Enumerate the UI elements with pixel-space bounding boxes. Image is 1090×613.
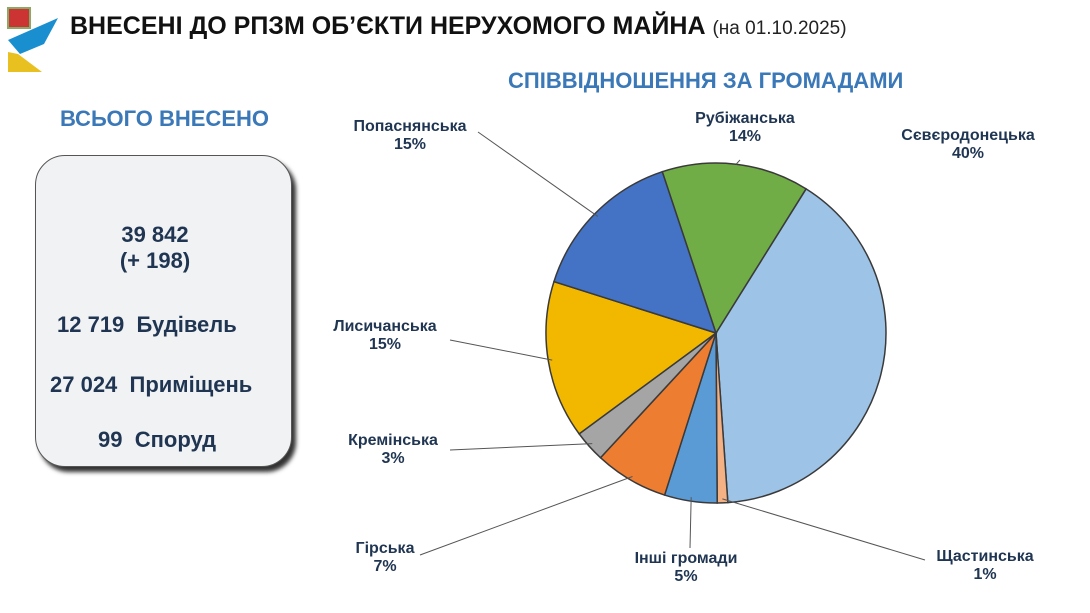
data-label-shchastynska: Щастинська 1% xyxy=(936,548,1034,583)
leader-line xyxy=(477,131,599,217)
total-value: 39 842 xyxy=(121,222,189,247)
leader-line xyxy=(449,443,593,451)
title-date: (на 01.10.2025) xyxy=(712,18,847,39)
leader-line xyxy=(689,497,692,549)
data-label-kreminska: Кремінська 3% xyxy=(348,432,438,467)
pie-slice xyxy=(715,187,887,504)
row-value: 12 719 xyxy=(57,312,125,337)
chart-title: СПІВВІДНОШЕННЯ ЗА ГРОМАДАМИ xyxy=(508,68,904,93)
row-premises: 27 024 Приміщень xyxy=(50,372,252,398)
row-buildings: 12 719 Будівель xyxy=(57,312,237,338)
leader-line xyxy=(449,339,553,361)
title-text: ВНЕСЕНІ ДО РПЗМ ОБ’ЄКТИ НЕРУХОМОГО МАЙНА xyxy=(70,12,706,40)
data-label-inshi: Інші громади 5% xyxy=(634,550,738,585)
leader-line xyxy=(735,159,741,165)
summary-card xyxy=(35,155,292,467)
data-label-hirska: Гірська 7% xyxy=(355,540,415,575)
row-label: Будівель xyxy=(136,312,237,337)
row-label: Приміщень xyxy=(129,372,253,397)
pie-slice xyxy=(661,162,808,335)
logo-icon xyxy=(7,7,58,72)
summary-heading: ВСЬОГО ВНЕСЕНО xyxy=(60,106,269,131)
total-block: 39 842 (+ 198) xyxy=(120,222,190,274)
row-value: 27 024 xyxy=(50,372,118,397)
page-title: ВНЕСЕНІ ДО РПЗМ ОБ’ЄКТИ НЕРУХОМОГО МАЙНА… xyxy=(70,12,847,41)
leader-line xyxy=(722,498,926,561)
row-value: 99 xyxy=(98,427,123,452)
total-delta: (+ 198) xyxy=(119,248,191,273)
row-label: Споруд xyxy=(134,427,217,452)
data-label-severodonetska: Сєвєродонецька 40% xyxy=(901,127,1035,162)
data-label-rubizhanska: Рубіжанська 14% xyxy=(695,110,795,145)
leader-line xyxy=(419,476,633,556)
data-label-lysychanska: Лисичанська 15% xyxy=(333,318,437,353)
row-structures: 99 Споруд xyxy=(98,427,216,453)
data-label-popasnianska: Попаснянська 15% xyxy=(353,118,467,153)
